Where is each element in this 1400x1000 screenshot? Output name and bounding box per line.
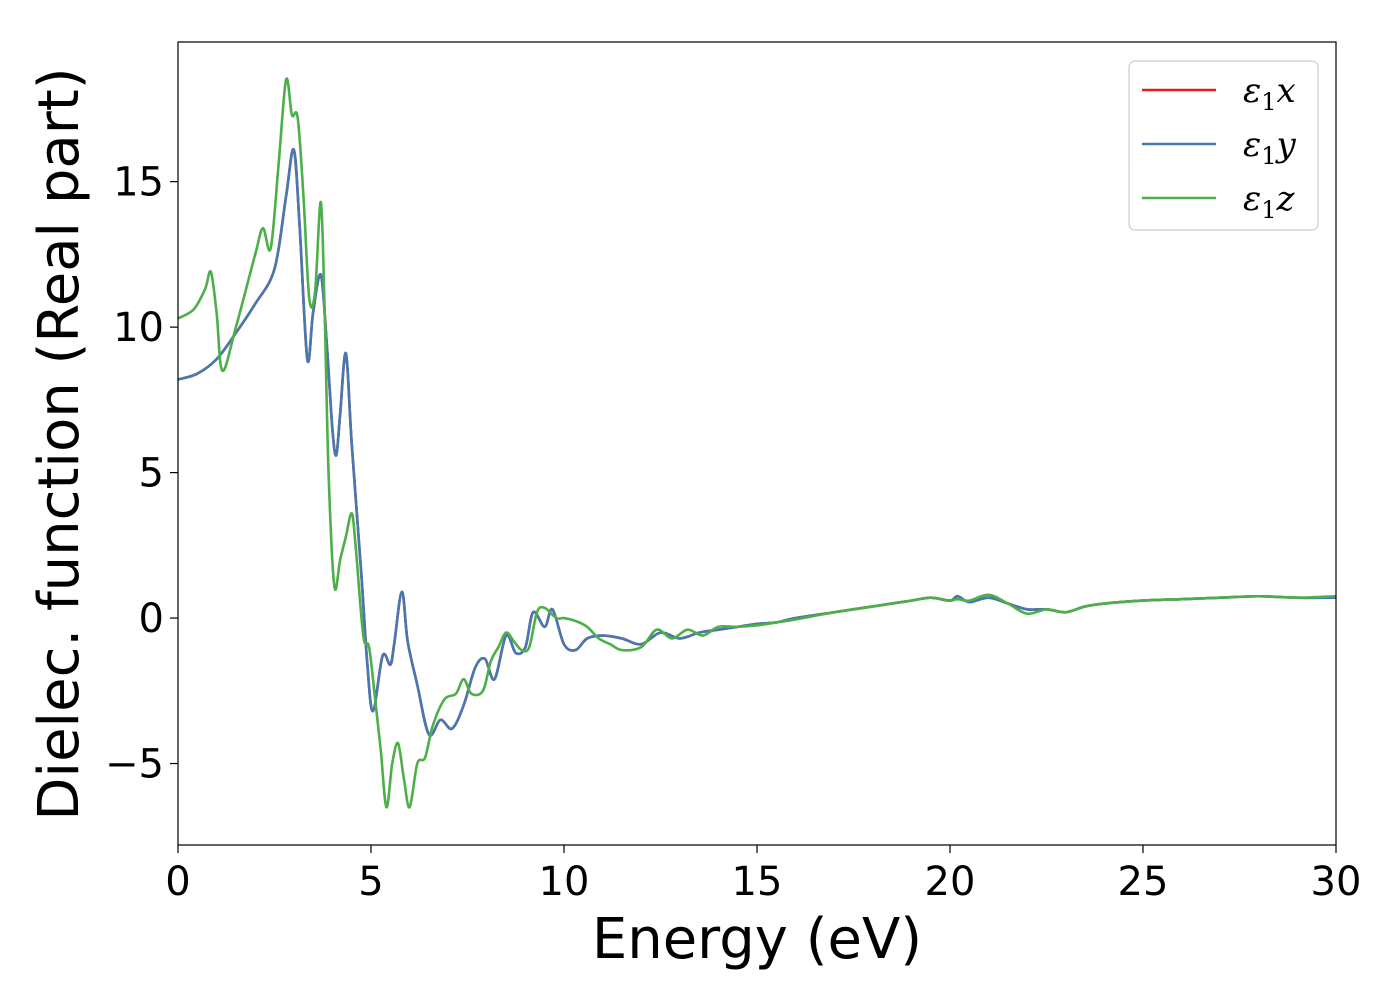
- y-tick-label: 0: [139, 596, 164, 642]
- x-tick-label: 25: [1118, 859, 1169, 905]
- y-tick-label: 5: [139, 451, 164, 497]
- series-layer: [178, 77, 1336, 809]
- y-tick-label: −5: [105, 742, 164, 788]
- x-axis: 0 5 10 15 20 25 30: [165, 845, 1361, 905]
- y-axis-title: Dielec. function (Real part): [27, 67, 92, 820]
- legend-label-y: ε1y: [1243, 125, 1297, 170]
- legend-label-x: ε1x: [1243, 71, 1296, 116]
- series-line-z: [178, 77, 1336, 809]
- legend-box: [1128, 60, 1319, 231]
- legend-label-z: ε1z: [1243, 179, 1296, 224]
- x-tick-label: 15: [732, 859, 783, 905]
- x-tick-label: 20: [925, 859, 976, 905]
- y-tick-label: 15: [113, 160, 164, 206]
- x-tick-label: 0: [165, 859, 190, 905]
- x-tick-label: 10: [539, 859, 590, 905]
- legend: ε1x ε1y ε1z: [1128, 60, 1319, 231]
- y-tick-label: 10: [113, 305, 164, 351]
- x-tick-label: 5: [358, 859, 383, 905]
- x-tick-label: 30: [1311, 859, 1362, 905]
- x-axis-title: Energy (eV): [592, 907, 922, 972]
- y-axis: −5 0 5 10 15: [105, 160, 178, 788]
